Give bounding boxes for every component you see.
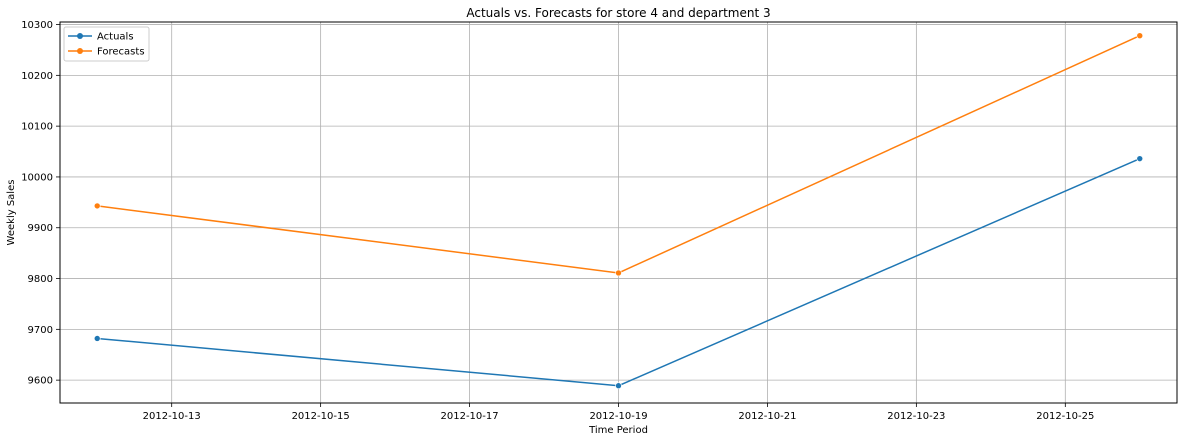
chart-title: Actuals vs. Forecasts for store 4 and de… — [466, 6, 770, 20]
legend-marker-forecasts — [77, 48, 83, 54]
legend-marker-actuals — [77, 33, 83, 39]
legend: Actuals Forecasts — [63, 26, 150, 62]
data-point-forecasts — [1136, 32, 1144, 40]
x-tick-label: 2012-10-17 — [441, 411, 499, 422]
legend-label-actuals: Actuals — [97, 32, 134, 43]
series-forecasts — [93, 32, 1144, 277]
y-axis: 9600 9700 9800 9900 10000 10100 10200 10300 — [21, 20, 60, 387]
y-axis-title: Weekly Sales — [6, 180, 17, 246]
data-point-forecasts — [615, 269, 622, 277]
series-layer — [93, 32, 1144, 390]
x-tick-label: 2012-10-21 — [738, 411, 796, 422]
x-tick-label: 2012-10-19 — [589, 411, 647, 422]
y-tick-label: 9800 — [28, 274, 53, 285]
y-tick-label: 10200 — [21, 71, 53, 82]
grid — [60, 22, 1177, 403]
legend-label-forecasts: Forecasts — [97, 47, 145, 58]
y-tick-label: 10000 — [21, 172, 53, 183]
y-tick-label: 9700 — [28, 325, 53, 336]
y-tick-label: 10300 — [21, 20, 53, 31]
x-axis: 2012-10-13 2012-10-15 2012-10-17 2012-10-19… — [143, 403, 1094, 422]
x-tick-label: 2012-10-15 — [292, 411, 350, 422]
data-point-forecasts — [93, 202, 101, 210]
series-actuals — [93, 155, 1144, 390]
y-tick-label: 9900 — [28, 223, 53, 234]
x-tick-label: 2012-10-25 — [1036, 411, 1094, 422]
x-tick-label: 2012-10-23 — [887, 411, 945, 422]
x-axis-title: Time Period — [588, 425, 648, 436]
data-point-actuals — [93, 335, 101, 342]
x-tick-label: 2012-10-13 — [143, 411, 201, 422]
y-tick-label: 9600 — [28, 376, 53, 387]
data-point-actuals — [615, 382, 622, 390]
legend-item-actuals: Actuals — [68, 32, 134, 43]
data-point-actuals — [1136, 155, 1144, 162]
y-tick-label: 10100 — [21, 122, 53, 133]
legend-item-forecasts: Forecasts — [68, 47, 145, 58]
